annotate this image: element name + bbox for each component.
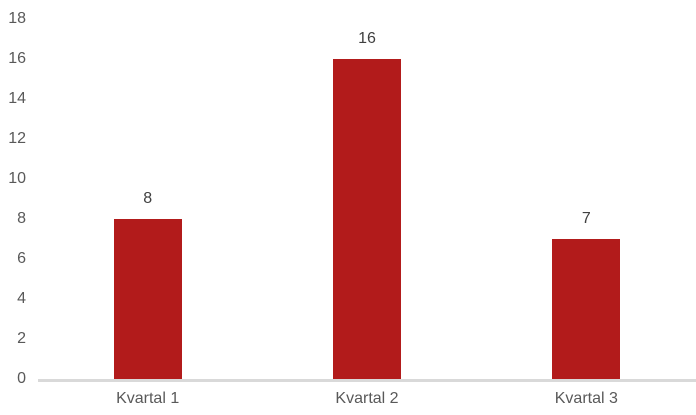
- data-label: 8: [143, 190, 153, 207]
- category-label: Kvartal 2: [335, 390, 399, 407]
- bar-kvartal-1[interactable]: [113, 219, 182, 379]
- y-tick-label: 10: [8, 170, 26, 187]
- bar-kvartal-3[interactable]: [552, 239, 621, 379]
- y-tick-label: 18: [8, 10, 26, 27]
- data-label: 7: [581, 210, 591, 227]
- y-tick-label: 12: [8, 130, 26, 147]
- y-tick-label: 4: [17, 290, 26, 307]
- bar-kvartal-2[interactable]: [333, 59, 401, 379]
- y-tick-label: 16: [8, 50, 26, 67]
- x-axis-line: [38, 379, 696, 382]
- y-tick-label: 8: [17, 210, 26, 227]
- category-label: Kvartal 1: [116, 390, 180, 407]
- y-tick-label: 0: [17, 370, 26, 387]
- category-label: Kvartal 3: [554, 390, 618, 407]
- y-tick-label: 14: [8, 90, 26, 107]
- y-tick-label: 6: [17, 250, 26, 267]
- data-label: 16: [358, 30, 376, 47]
- y-tick-label: 2: [17, 330, 26, 347]
